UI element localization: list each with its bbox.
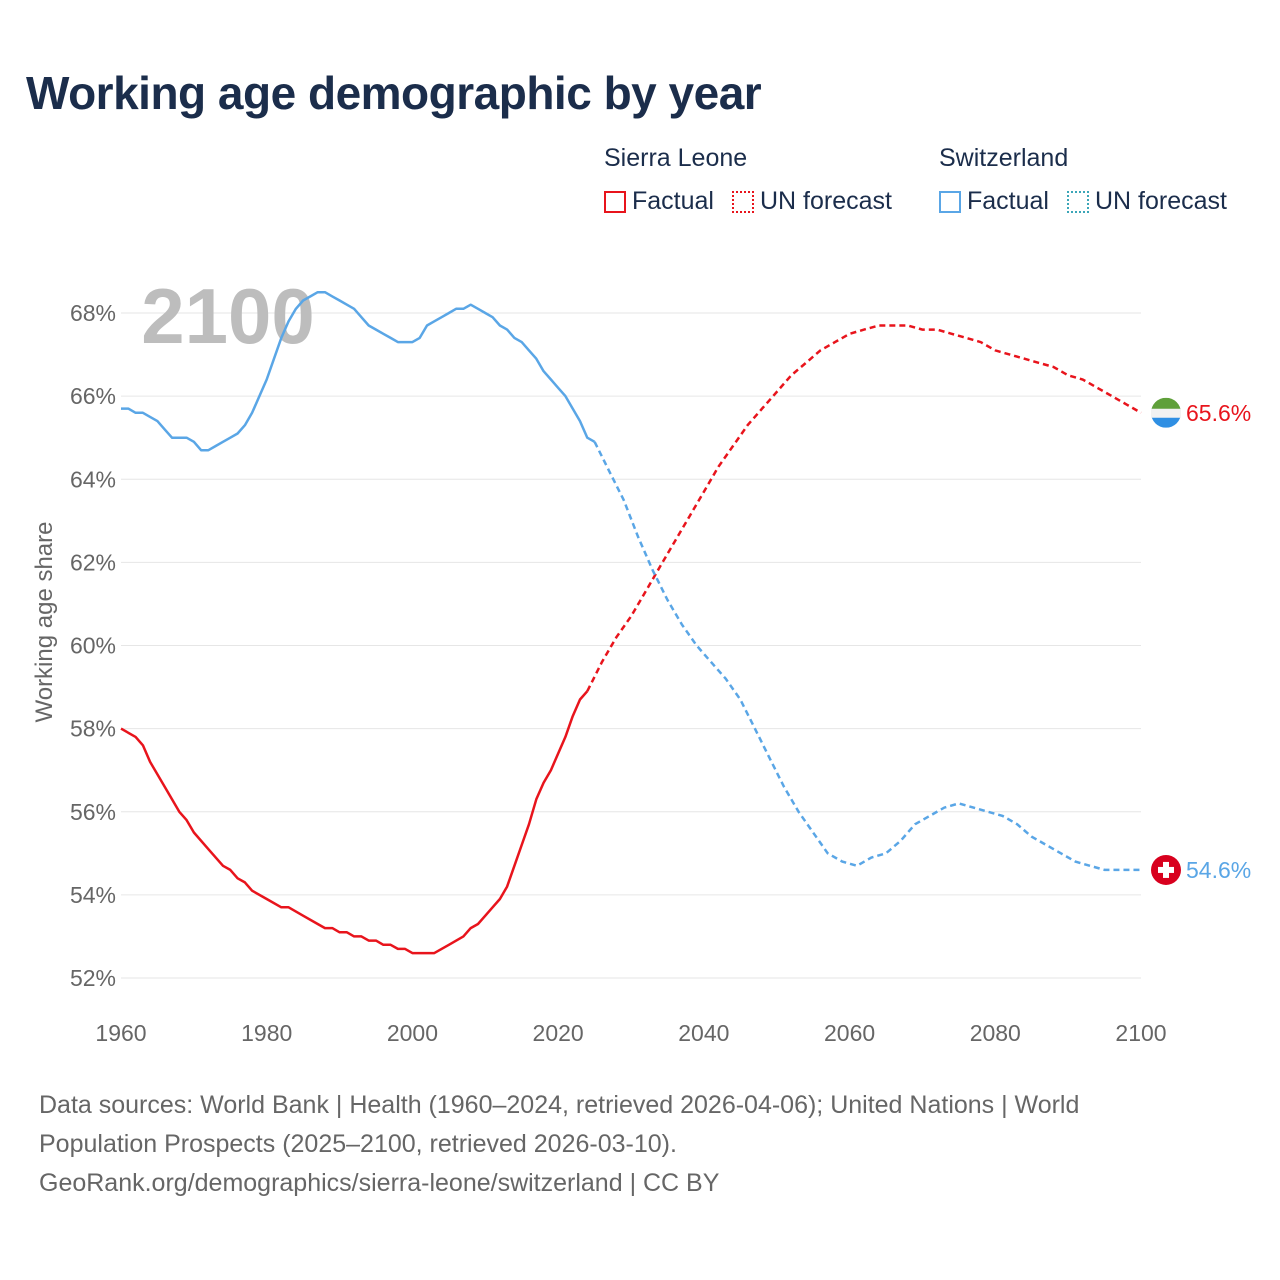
flag-stripe-white: [1151, 408, 1181, 418]
flag-cross-horizontal: [1158, 866, 1174, 873]
series-line-forecast[interactable]: [586, 324, 1142, 692]
y-tick-label: 58%: [70, 716, 116, 742]
source-line[interactable]: GeoRank.org/demographics/sierra-leone/sw…: [39, 1169, 720, 1197]
source-line: Data sources: World Bank | Health (1960–…: [39, 1091, 1080, 1119]
legend-item-forecast[interactable]: UN forecast: [731, 187, 892, 216]
sierra-leone-flag-icon: [1151, 397, 1181, 428]
series-line-factual[interactable]: [121, 290, 596, 452]
series-line-factual[interactable]: [120, 690, 589, 955]
legend-swatch-dotted: [731, 190, 754, 213]
y-tick-label: 64%: [70, 466, 116, 492]
y-axis-title: Working age share: [31, 522, 58, 723]
legend-switzerland: Switzerland Factual UN forecast: [939, 144, 1227, 216]
legend-sierra-leone: Sierra Leone Factual UN forecast: [604, 144, 892, 216]
x-tick-label: 2100: [1115, 1020, 1166, 1046]
end-value-label: 54.6%: [1186, 857, 1251, 883]
x-tick-label: 2040: [678, 1020, 729, 1046]
x-tick-label: 1980: [241, 1020, 292, 1046]
y-tick-label: 68%: [70, 300, 116, 326]
legend-country-label: Switzerland: [939, 144, 1069, 172]
y-tick-label: 54%: [70, 882, 116, 908]
y-tick-label: 60%: [70, 633, 116, 659]
legend-label: UN forecast: [759, 187, 892, 215]
line-chart: 52% 54% 56% 58% 60% 62% 64% 66% 68% 1960 1980 2000 2…: [31, 272, 1251, 1046]
y-tick-label: 52%: [70, 965, 116, 991]
legend-item-forecast[interactable]: UN forecast: [1066, 187, 1227, 216]
legend-country-label: Sierra Leone: [604, 144, 748, 172]
x-tick-label: 1960: [95, 1020, 146, 1046]
legend-label: UN forecast: [1094, 187, 1227, 215]
y-tick-label: 62%: [70, 549, 116, 575]
x-tick-label: 2020: [533, 1020, 584, 1046]
year-overlay: 2100: [141, 272, 315, 360]
y-tick-label: 56%: [70, 799, 116, 825]
legend-label: Factual: [967, 187, 1049, 215]
legend-label: Factual: [632, 187, 714, 215]
x-tick-label: 2060: [824, 1020, 875, 1046]
legend-item-factual[interactable]: Factual: [604, 187, 714, 216]
x-tick-label: 2080: [970, 1020, 1021, 1046]
series-line-forecast[interactable]: [593, 441, 1141, 872]
switzerland-flag-icon: [1151, 854, 1181, 885]
chart-title: Working age demographic by year: [26, 67, 762, 119]
x-tick-label: 2000: [387, 1020, 438, 1046]
y-tick-label: 66%: [70, 383, 116, 409]
legend-swatch-solid: [939, 190, 961, 213]
legend-swatch-solid: [604, 190, 626, 213]
legend-swatch-dotted: [1066, 190, 1089, 213]
source-note: Data sources: World Bank | Health (1960–…: [39, 1086, 1239, 1203]
end-value-label: 65.6%: [1186, 400, 1251, 426]
source-line: Population Prospects (2025–2100, retriev…: [39, 1130, 677, 1158]
legend-item-factual[interactable]: Factual: [939, 187, 1049, 216]
